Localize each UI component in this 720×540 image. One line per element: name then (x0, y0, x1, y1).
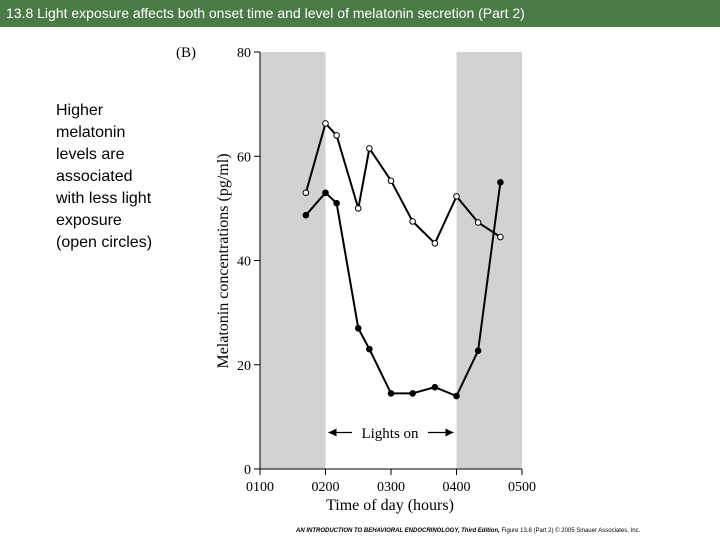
series-layer (302, 120, 504, 400)
open-point-8 (431, 239, 439, 247)
x-axis-label: Time of day (hours) (326, 497, 454, 514)
filled-point-1 (302, 211, 310, 219)
lights-on-arrowhead-right (445, 428, 454, 437)
filled-point-8 (431, 383, 439, 391)
y-tick-label-40: 40 (237, 255, 251, 270)
dark-period-1 (260, 52, 326, 469)
footer-book-title: AN INTRODUCTION TO BEHAVIORAL ENDOCRINOL… (296, 528, 500, 534)
filled-point-9 (453, 392, 460, 400)
footer-credit-text: Figure 13.8 (Part 2) © 2005 Sinauer Asso… (501, 528, 641, 534)
open-point-11 (497, 233, 504, 241)
filled-point-6 (387, 390, 395, 397)
x-tick-label-0100: 0100 (246, 480, 274, 495)
open-point-2 (322, 120, 329, 127)
open-point-10 (474, 219, 482, 226)
x-tick-label-0200: 0200 (312, 480, 340, 495)
y-tick-label-80: 80 (237, 46, 251, 61)
filled-point-5 (366, 345, 373, 353)
filled-point-11 (497, 179, 504, 186)
lights-on-arrowhead-left (328, 428, 337, 437)
y-tick-label-0: 0 (244, 463, 251, 478)
open-point-3 (333, 132, 340, 139)
filled-point-4 (354, 324, 362, 332)
open-point-7 (409, 218, 416, 225)
lights-on-label: Lights on (361, 426, 419, 442)
open-point-1 (302, 189, 310, 197)
filled-point-2 (322, 189, 329, 197)
y-tick-label-20: 20 (237, 359, 251, 374)
x-tick-label-0300: 0300 (377, 480, 405, 495)
open-point-4 (354, 205, 362, 212)
shading-layer (260, 52, 522, 469)
x-tick-label-0400: 0400 (443, 480, 471, 495)
axis-layer: 0 20 40 60 80 0100 0200 0300 0400 0500 (237, 46, 536, 495)
x-tick-label-0500: 0500 (508, 480, 536, 495)
open-point-6 (387, 177, 395, 185)
annotation-layer (328, 428, 454, 437)
panel-label: (B) (176, 45, 196, 61)
open-point-9 (453, 193, 460, 200)
filled-point-10 (474, 347, 482, 354)
side-note: Higher melatonin levels are associated w… (56, 102, 153, 251)
y-tick-label-60: 60 (237, 150, 251, 165)
slide-title: 13.8 Light exposure affects both onset t… (0, 0, 720, 27)
figure-credit: AN INTRODUCTION TO BEHAVIORAL ENDOCRINOL… (296, 528, 640, 534)
filled-point-7 (409, 390, 416, 397)
filled-point-3 (333, 199, 340, 207)
open-point-5 (366, 145, 373, 152)
y-axis-label: Melatonin concentrations (pg/ml) (215, 153, 232, 368)
